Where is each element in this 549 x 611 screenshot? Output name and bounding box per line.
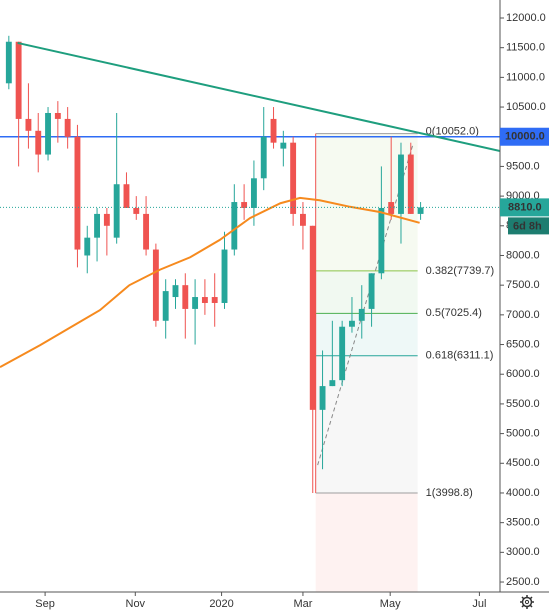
x-tick-label: May [380, 598, 401, 610]
y-tick-label: 6000.0 [506, 368, 540, 380]
plot-area: 0(10052.0) 0.382(7739.7) 0.5(7025.4) 0.618(… [0, 35, 500, 592]
gear[interactable] [521, 596, 533, 608]
fib-label: 1(3998.8) [426, 487, 473, 499]
candle-body [388, 202, 395, 214]
candle-body [182, 285, 189, 309]
candle-body [45, 112, 51, 155]
x-tick-label: Jul [472, 598, 486, 610]
gear-teeth[interactable] [520, 595, 534, 609]
y-tick-label: 11500.0 [506, 42, 545, 54]
candle-body [398, 154, 404, 214]
candle-body [378, 207, 385, 274]
y-tick-label: 2500.0 [506, 576, 540, 588]
candle-body [280, 142, 287, 149]
candle-body [172, 285, 179, 298]
fib-label: 0.618(6311.1) [426, 350, 494, 362]
last-price-box [500, 198, 549, 217]
candle-body [103, 213, 110, 226]
candle-body [309, 225, 316, 410]
candle-body [349, 320, 355, 327]
candle-body [339, 326, 346, 381]
candle-body [290, 142, 297, 214]
y-tick-label: 12000.0 [506, 12, 546, 24]
candle-body [319, 386, 326, 410]
y-tick-label: 3500.0 [506, 517, 540, 529]
x-tick-label: Sep [35, 598, 55, 610]
y-tick-label: 5500.0 [506, 398, 540, 410]
candle-body [94, 213, 100, 238]
countdown-label: 6d 8h [513, 220, 542, 232]
moving-average [0, 196, 420, 368]
fib-label: 0.5(7025.4) [426, 307, 482, 319]
trendline [17, 41, 500, 152]
candle-body [74, 136, 81, 250]
candle-body [270, 118, 277, 143]
candle-body [358, 308, 365, 321]
last-price-label: 8810.0 [508, 201, 542, 213]
candle-body [84, 237, 91, 256]
candle-body [201, 297, 208, 303]
y-tick-label: 7000.0 [506, 309, 540, 321]
candle-body [250, 178, 257, 208]
candle-body [5, 41, 12, 84]
y-tick-label: 5000.0 [506, 428, 540, 440]
y-tick-label: 10500.0 [506, 101, 546, 113]
candle-body [192, 297, 199, 309]
candle-body [15, 41, 22, 119]
fib-zone [315, 313, 418, 356]
candle-body [25, 118, 32, 131]
candle-body [162, 291, 169, 321]
settings-icon[interactable] [520, 595, 534, 609]
y-tick-label: 4500.0 [506, 457, 540, 469]
x-tick-label: Nov [126, 598, 146, 610]
candle-body [123, 184, 130, 208]
y-tick-label: 11000.0 [506, 71, 545, 83]
y-tick-label: 7500.0 [506, 279, 540, 291]
x-tick-label: 2020 [209, 598, 233, 610]
x-tick-label: Mar [293, 598, 312, 610]
y-tick-label: 9500.0 [506, 160, 540, 172]
candle-body [211, 297, 218, 303]
candle-body [241, 202, 248, 208]
candle-body [54, 112, 61, 119]
gear-hub[interactable] [524, 599, 530, 605]
fib-zone [315, 270, 418, 314]
y-tick-label: 8000.0 [506, 249, 540, 261]
candle-body [260, 136, 267, 179]
candle-body [417, 207, 424, 214]
candle-body [221, 249, 228, 303]
fib-label: 0.382(7739.7) [426, 265, 495, 277]
candle-body [407, 154, 414, 214]
fib-label: 0(10052.0) [426, 126, 479, 138]
y-tick-label: 4000.0 [506, 487, 540, 499]
y-tick-label: 6500.0 [506, 338, 540, 350]
y-tick-label: 3000.0 [506, 546, 540, 558]
candle-body [329, 380, 336, 387]
fib-zone [315, 355, 418, 494]
candle-body [64, 118, 71, 137]
hline-label: 10000.0 [505, 131, 545, 143]
fib-zone [315, 493, 418, 592]
candle-body [300, 213, 306, 226]
candle-body [113, 184, 120, 238]
countdown-box [508, 217, 549, 235]
candle-body [231, 202, 238, 250]
candle-body [133, 207, 140, 214]
hline-label-box [500, 127, 549, 146]
candle-body [368, 273, 375, 309]
candle-body [35, 130, 42, 155]
candle-body [152, 249, 159, 321]
candle-body [143, 213, 150, 250]
